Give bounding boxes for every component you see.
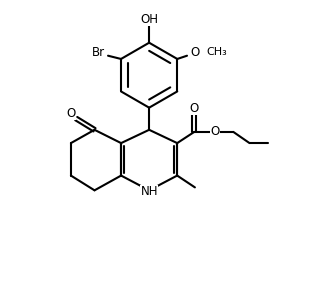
Text: O: O [210, 125, 220, 138]
Text: OH: OH [140, 13, 158, 27]
Text: NH: NH [140, 185, 158, 198]
Text: O: O [66, 107, 76, 120]
Text: CH₃: CH₃ [206, 46, 227, 57]
Text: O: O [190, 46, 200, 59]
Text: Br: Br [92, 46, 105, 59]
Text: O: O [190, 102, 199, 115]
